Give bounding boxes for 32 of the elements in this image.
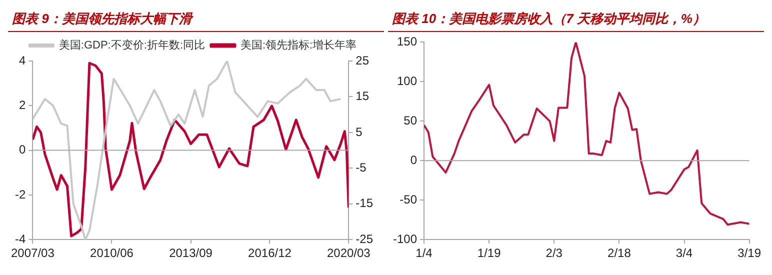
y2-tick-label: -25 — [356, 232, 374, 246]
y-tick-label: -100 — [392, 232, 418, 246]
y-tick-label: 2 — [19, 98, 26, 112]
y2-tick-label: -5 — [356, 160, 367, 174]
y2-tick-label: 15 — [356, 89, 370, 104]
y-tick-label: 50 — [404, 113, 418, 128]
y-tick-label: -2 — [15, 187, 26, 202]
legend-label: 美国:领先指标:增长年率 — [240, 38, 357, 52]
x-tick-label: 1/19 — [477, 246, 502, 260]
x-tick-label: 2007/03 — [10, 246, 55, 260]
y-tick-label: 150 — [396, 34, 418, 49]
x-tick-label: 2020/03 — [326, 246, 371, 260]
y2-tick-label: 25 — [356, 53, 370, 68]
x-tick-label: 2/3 — [546, 246, 563, 260]
legend-label: 美国:GDP:不变价:折年数:同比 — [58, 38, 205, 52]
y-tick-label: -4 — [15, 232, 26, 246]
x-tick-label: 2016/12 — [248, 246, 292, 260]
y2-tick-label: -15 — [356, 196, 374, 210]
chart-title: 图表 10：美国电影票房收入（7 天移动平均同比，%） — [388, 8, 764, 32]
x-tick-label: 2/18 — [608, 246, 632, 260]
y-tick-label: 100 — [396, 74, 418, 88]
y-tick-label: -50 — [400, 192, 418, 206]
y-tick-label: 0 — [19, 142, 26, 157]
y-tick-label: 4 — [19, 53, 26, 68]
x-tick-label: 3/4 — [676, 246, 693, 260]
y2-tick-label: 5 — [356, 124, 363, 139]
x-tick-label: 2010/06 — [90, 246, 134, 260]
x-tick-label: 3/19 — [738, 246, 762, 260]
x-tick-label: 2013/09 — [169, 246, 213, 260]
chart-title: 图表 9：美国领先指标大幅下滑 — [8, 8, 384, 32]
x-tick-label: 1/4 — [416, 246, 433, 260]
y-tick-label: 0 — [410, 152, 418, 167]
